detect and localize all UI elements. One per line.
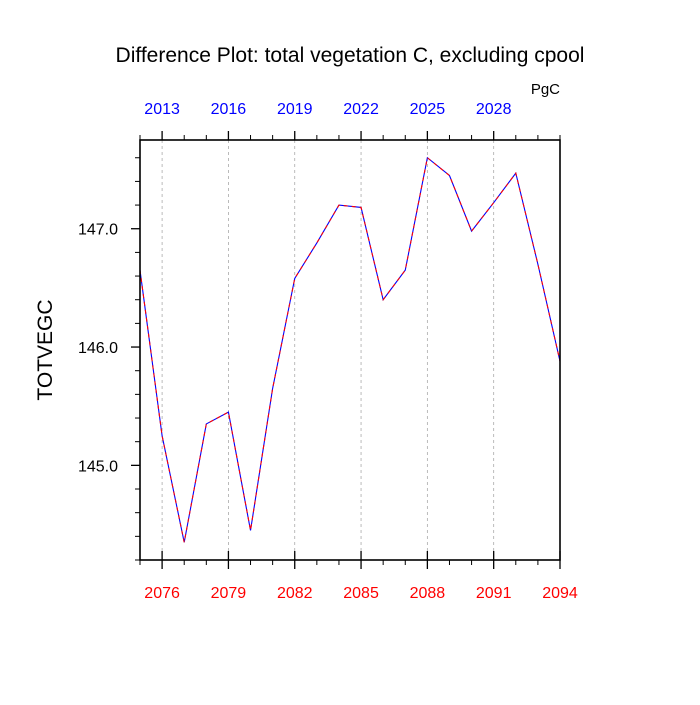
grid-layer xyxy=(161,140,495,560)
y-tick-label: 147.0 xyxy=(78,222,118,239)
x-tick-label-bottom: 2082 xyxy=(277,585,313,602)
y-tick-label: 146.0 xyxy=(78,340,118,357)
x-tick-label-top: 2019 xyxy=(277,101,313,118)
x-tick-label-bottom: 2091 xyxy=(476,585,512,602)
units-label: PgC xyxy=(531,81,560,98)
x-tick-label-bottom: 2094 xyxy=(542,585,578,602)
y-tick-label: 145.0 xyxy=(78,458,118,475)
x-tick-label-top: 2022 xyxy=(343,101,379,118)
chart-title: Difference Plot: total vegetation C, exc… xyxy=(116,44,585,67)
x-tick-label-top: 2016 xyxy=(211,101,247,118)
x-tick-label-top: 2028 xyxy=(476,101,512,118)
series-line-red xyxy=(139,156,561,543)
x-tick-label-bottom: 2088 xyxy=(410,585,446,602)
x-tick-label-top: 2025 xyxy=(410,101,446,118)
y-axis-label: TOTVEGC xyxy=(34,299,57,400)
series-layer xyxy=(139,156,561,543)
plot-frame xyxy=(139,139,561,561)
series-line-blue xyxy=(139,156,561,543)
x-tick-label-bottom: 2085 xyxy=(343,585,379,602)
x-tick-label-top: 2013 xyxy=(144,101,180,118)
ticks-layer: 2076 2079 2082 2085 2088 2091 2094 2013 2016 2019… xyxy=(78,101,578,602)
x-tick-label-bottom: 2079 xyxy=(211,585,247,602)
x-tick-label-bottom: 2076 xyxy=(144,585,180,602)
